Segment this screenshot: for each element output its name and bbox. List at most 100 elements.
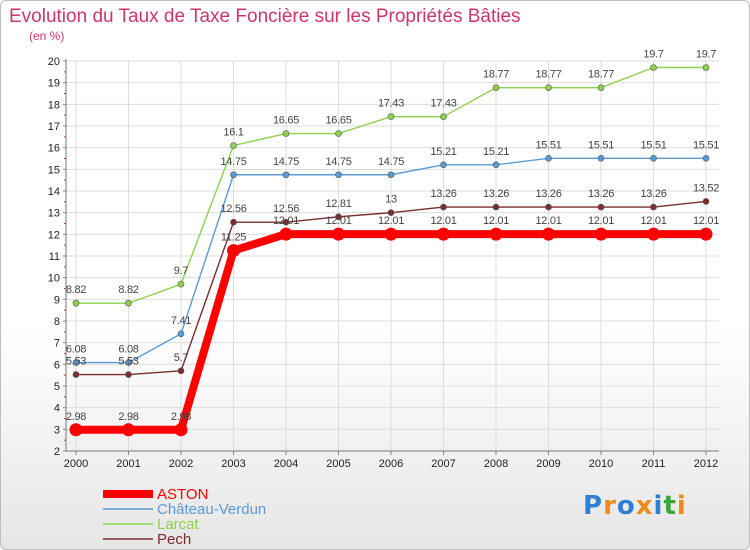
data-point-ch-teau-verdun-2008 bbox=[492, 161, 500, 169]
data-label-ch-teau-verdun-2012: 15.51 bbox=[693, 139, 719, 151]
data-label-aston-2007: 12.01 bbox=[430, 215, 456, 227]
x-tick-label-2008: 2008 bbox=[484, 458, 508, 470]
data-point-pech-2006 bbox=[387, 209, 395, 216]
y-tick-label-2: 2 bbox=[54, 446, 60, 458]
data-label-larcat-2004: 16.65 bbox=[273, 115, 299, 127]
y-tick-label-10: 10 bbox=[48, 273, 60, 285]
data-point-aston-2008 bbox=[489, 227, 503, 241]
y-tick-label-19: 19 bbox=[48, 78, 60, 90]
data-label-aston-2012: 12.01 bbox=[693, 215, 719, 227]
data-label-ch-teau-verdun-2011: 15.51 bbox=[640, 139, 666, 151]
y-tick-label-11: 11 bbox=[49, 251, 60, 263]
y-tick-label-18: 18 bbox=[48, 99, 60, 111]
y-tick-label-3: 3 bbox=[54, 424, 60, 436]
x-tick-label-2012: 2012 bbox=[694, 458, 718, 470]
data-label-ch-teau-verdun-2006: 14.75 bbox=[378, 156, 404, 168]
y-tick-label-4: 4 bbox=[54, 403, 60, 415]
data-point-ch-teau-verdun-2011 bbox=[650, 154, 657, 162]
data-point-aston-2003 bbox=[227, 244, 240, 258]
data-point-ch-teau-verdun-2000 bbox=[72, 359, 80, 366]
data-label-larcat-2003: 16.1 bbox=[223, 127, 243, 139]
data-point-aston-2002 bbox=[174, 423, 188, 437]
data-label-aston-2008: 12.01 bbox=[483, 215, 509, 227]
logo-letter: i bbox=[653, 491, 664, 521]
legend-label-aston: ASTON bbox=[157, 486, 208, 503]
data-point-ch-teau-verdun-2002 bbox=[177, 330, 185, 338]
data-point-larcat-2000 bbox=[72, 299, 80, 307]
data-point-ch-teau-verdun-2010 bbox=[597, 154, 605, 162]
data-label-larcat-2007: 17.43 bbox=[430, 98, 456, 110]
x-tick-label-2002: 2002 bbox=[169, 458, 193, 470]
data-label-larcat-2000: 8.82 bbox=[66, 284, 86, 296]
y-axis-unit-label: (en %) bbox=[29, 29, 65, 43]
data-point-larcat-2002 bbox=[177, 280, 185, 288]
data-point-larcat-2005 bbox=[335, 130, 342, 137]
data-label-pech-2001: 5.53 bbox=[118, 356, 138, 368]
data-point-aston-2005 bbox=[332, 227, 345, 241]
data-label-aston-2011: 12.01 bbox=[640, 215, 666, 227]
data-point-aston-2004 bbox=[279, 227, 293, 241]
data-point-larcat-2008 bbox=[492, 84, 500, 91]
data-label-aston-2010: 12.01 bbox=[588, 215, 614, 227]
series-lines bbox=[69, 64, 713, 437]
data-label-ch-teau-verdun-2005: 14.75 bbox=[325, 156, 351, 168]
y-tick-label-5: 5 bbox=[54, 381, 60, 393]
y-tick-label-8: 8 bbox=[54, 316, 60, 328]
data-label-aston-2002: 2.98 bbox=[171, 411, 191, 423]
data-point-aston-2001 bbox=[122, 423, 135, 437]
data-label-ch-teau-verdun-2000: 6.08 bbox=[66, 344, 86, 356]
data-point-ch-teau-verdun-2012 bbox=[702, 154, 710, 162]
data-point-aston-2009 bbox=[542, 227, 555, 241]
logo-letter: x bbox=[635, 491, 654, 521]
data-label-pech-2007: 13.26 bbox=[430, 188, 456, 200]
logo-letter: P bbox=[583, 491, 604, 521]
y-tick-label-13: 13 bbox=[48, 208, 60, 220]
data-label-larcat-2005: 16.65 bbox=[325, 115, 351, 127]
data-point-pech-2008 bbox=[492, 203, 500, 211]
x-tick-label-2011: 2011 bbox=[642, 458, 666, 470]
data-point-pech-2001 bbox=[125, 371, 132, 378]
x-tick-label-2003: 2003 bbox=[221, 458, 245, 470]
data-point-pech-2000 bbox=[72, 371, 80, 378]
data-point-larcat-2006 bbox=[387, 113, 395, 120]
data-point-pech-2011 bbox=[650, 203, 657, 211]
data-label-ch-teau-verdun-2009: 15.51 bbox=[535, 139, 561, 151]
x-tick-label-2006: 2006 bbox=[379, 458, 403, 470]
data-label-larcat-2010: 18.77 bbox=[588, 69, 614, 81]
legend-label-pech: Pech bbox=[157, 531, 191, 548]
data-point-larcat-2001 bbox=[125, 299, 132, 307]
data-point-larcat-2011 bbox=[650, 64, 657, 71]
data-label-pech-2010: 13.26 bbox=[588, 188, 614, 200]
logo-letter: t bbox=[663, 491, 677, 521]
data-point-pech-2009 bbox=[545, 203, 552, 211]
logo-letter: o bbox=[616, 491, 636, 521]
axes: 2 3 4 5 6 7 8 9 10 11 12 13 14 15 16 17 18 19 20 2000 2001 20… bbox=[48, 56, 719, 470]
data-point-pech-2003 bbox=[230, 218, 237, 226]
logo-letter: i bbox=[676, 491, 687, 521]
data-point-larcat-2007 bbox=[440, 113, 447, 120]
data-label-ch-teau-verdun-2010: 15.51 bbox=[588, 139, 614, 151]
data-point-aston-2010 bbox=[594, 227, 608, 241]
data-label-larcat-2012: 19.7 bbox=[696, 49, 716, 61]
y-tick-label-14: 14 bbox=[48, 186, 60, 198]
data-label-pech-2008: 13.26 bbox=[483, 188, 509, 200]
data-point-ch-teau-verdun-2006 bbox=[387, 171, 395, 179]
data-point-pech-2010 bbox=[597, 203, 605, 211]
data-point-larcat-2004 bbox=[282, 130, 290, 137]
data-point-larcat-2003 bbox=[230, 142, 237, 149]
data-point-ch-teau-verdun-2009 bbox=[545, 154, 552, 162]
data-point-aston-2012 bbox=[699, 227, 713, 241]
data-point-larcat-2012 bbox=[702, 64, 710, 71]
data-point-aston-2011 bbox=[647, 227, 660, 241]
x-tick-label-2001: 2001 bbox=[116, 458, 140, 470]
data-label-pech-2011: 13.26 bbox=[640, 188, 666, 200]
data-label-ch-teau-verdun-2007: 15.21 bbox=[430, 146, 456, 158]
data-label-ch-teau-verdun-2001: 6.08 bbox=[118, 344, 138, 356]
legend-label-larcat: Larcat bbox=[157, 516, 200, 533]
data-point-pech-2002 bbox=[177, 367, 185, 375]
y-tick-label-7: 7 bbox=[54, 338, 60, 350]
data-label-larcat-2009: 18.77 bbox=[535, 69, 561, 81]
